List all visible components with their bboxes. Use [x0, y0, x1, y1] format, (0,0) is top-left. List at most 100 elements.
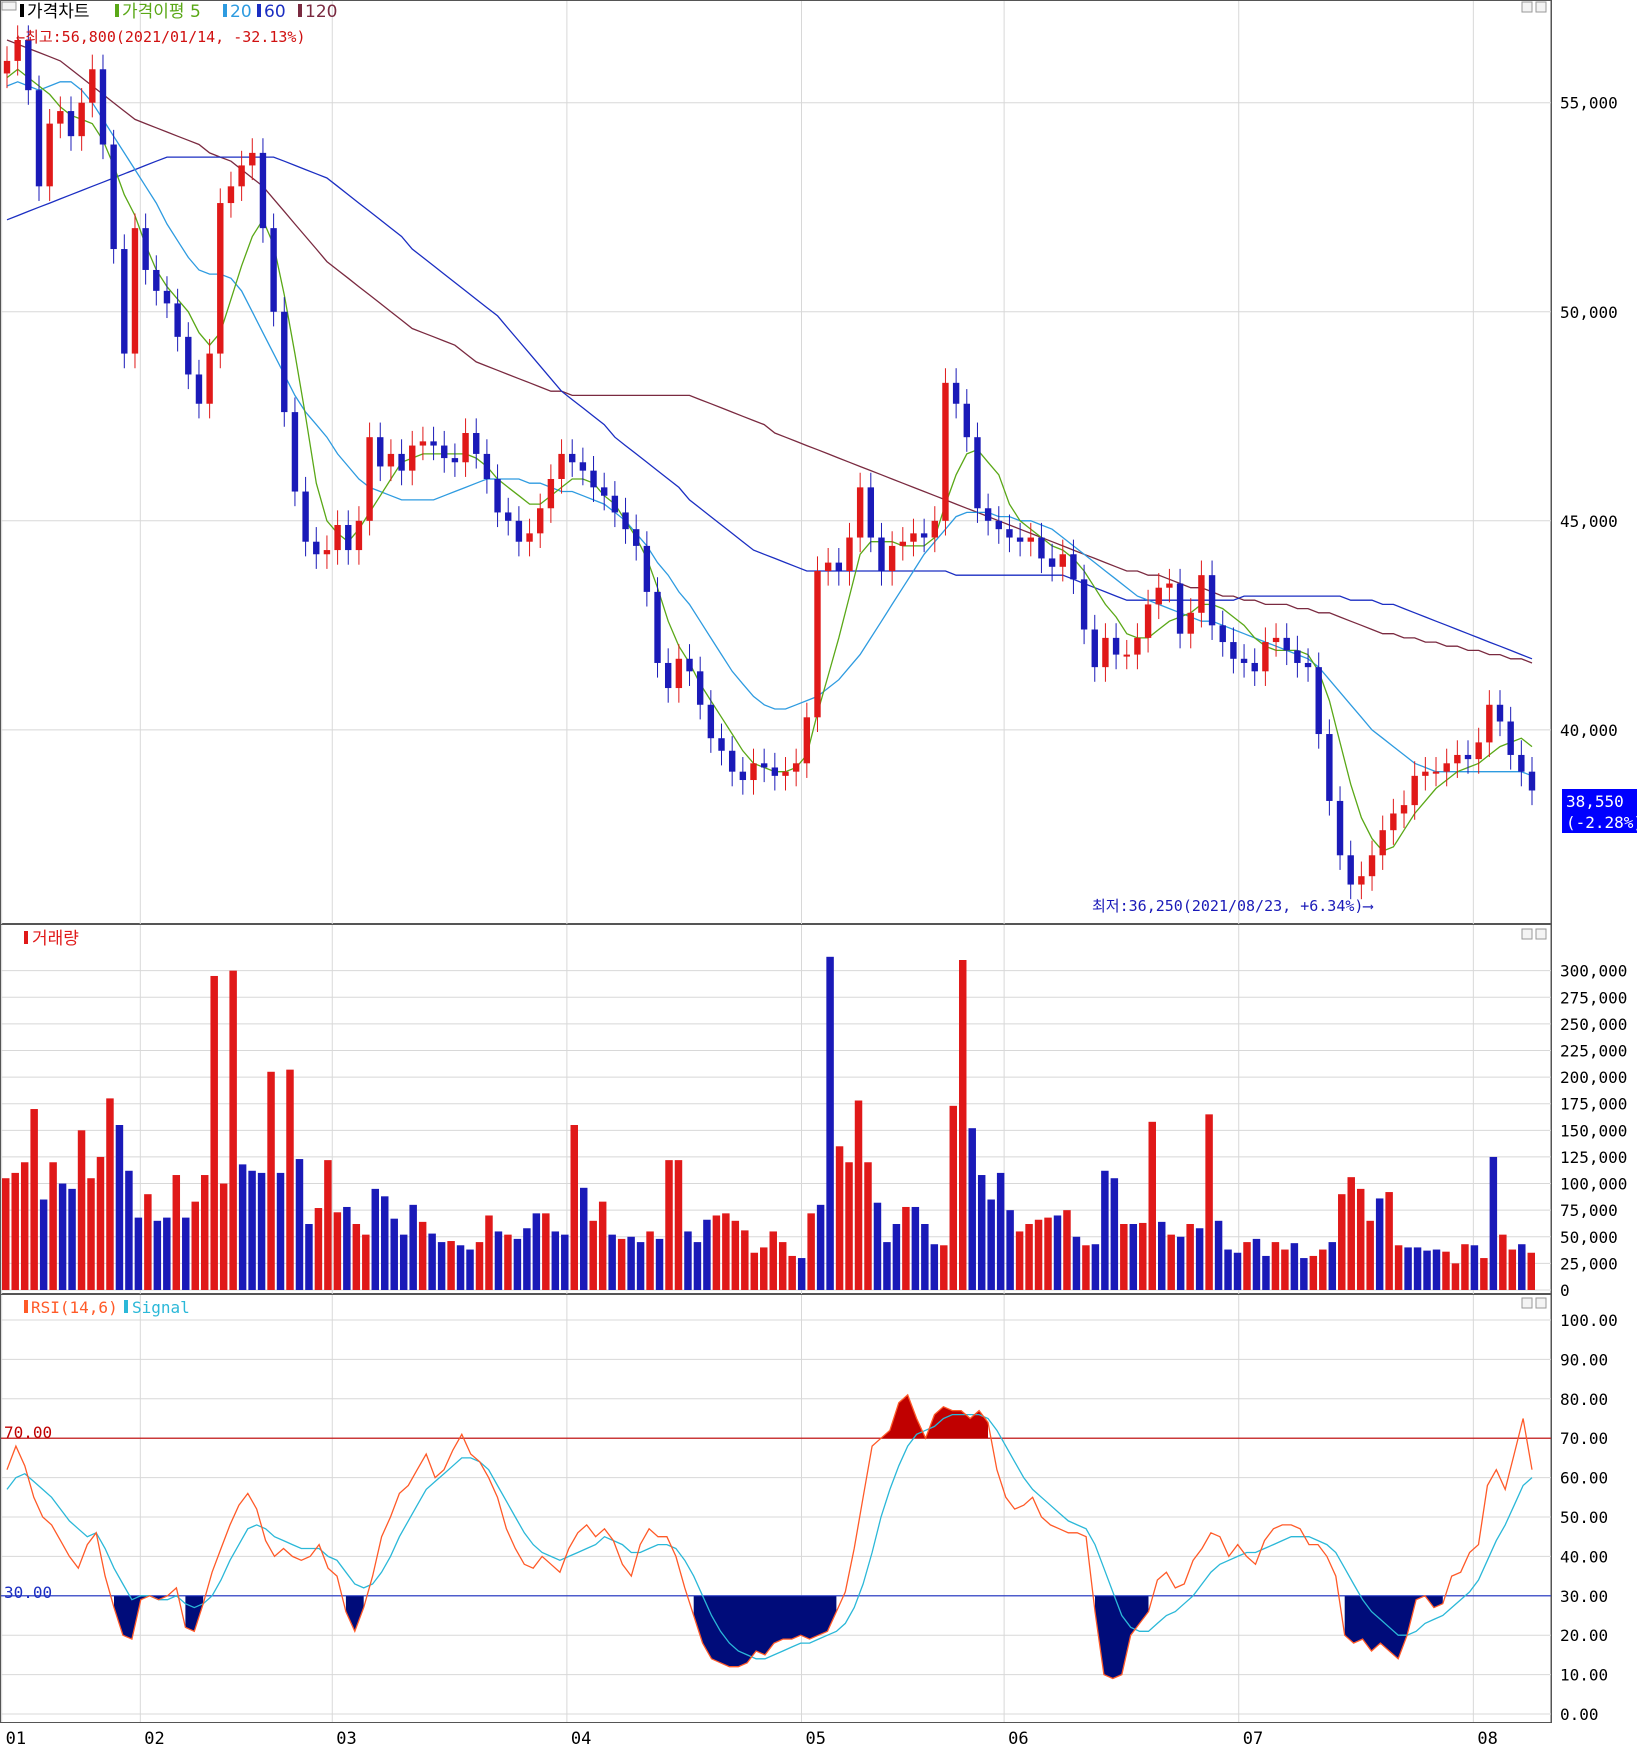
candle-body — [707, 704, 715, 739]
candle-body — [1358, 876, 1365, 885]
volume-y-tick-label: 225,000 — [1560, 1041, 1627, 1060]
volume-bar — [722, 1213, 730, 1290]
volume-bar — [1195, 1228, 1204, 1290]
volume-bar — [276, 1172, 285, 1290]
candle-body — [750, 763, 757, 781]
candle-body — [1454, 754, 1461, 764]
candle-body — [270, 228, 277, 312]
candle-body — [1155, 587, 1162, 605]
candle-body — [1432, 771, 1440, 774]
candle-body — [302, 491, 309, 542]
volume-bar — [39, 1199, 48, 1290]
volume-bar — [1328, 1242, 1337, 1290]
volume-bar — [1527, 1252, 1535, 1290]
candle-body — [931, 520, 938, 538]
volume-bar — [1072, 1236, 1081, 1290]
volume-bar — [1451, 1263, 1460, 1290]
rsi-oversold-area — [693, 1595, 837, 1667]
volume-bar — [930, 1244, 939, 1290]
candle-body — [153, 269, 160, 291]
candle-body — [238, 165, 245, 187]
legend-volume: 거래량 — [32, 929, 79, 949]
rsi-y-tick-label: 80.00 — [1560, 1390, 1608, 1409]
candle-body — [1464, 754, 1472, 760]
candle-body — [174, 303, 181, 337]
current-price-badge — [1562, 789, 1637, 833]
volume-panel-close-icon[interactable] — [1535, 928, 1547, 940]
candle-body — [249, 152, 256, 166]
volume-bar — [333, 1212, 342, 1290]
rsi-lines — [1, 1393, 1551, 1680]
price-y-tick-label: 45,000 — [1560, 512, 1618, 531]
volume-bar — [1252, 1238, 1261, 1290]
cyan-square-icon — [124, 1300, 128, 1313]
candle-body — [1475, 742, 1482, 760]
volume-bar — [589, 1220, 597, 1290]
volume-bar — [1186, 1224, 1194, 1290]
x-tick-label: 03 — [336, 1729, 356, 1749]
volume-bar — [1176, 1236, 1185, 1290]
volume-bar — [797, 1258, 806, 1290]
volume-bar — [1157, 1221, 1166, 1290]
candle-body — [195, 374, 203, 404]
volume-bar — [769, 1231, 777, 1290]
price-panel-maximize-icon[interactable] — [1521, 1, 1533, 13]
volume-bar — [257, 1172, 266, 1290]
volume-bar — [1366, 1220, 1374, 1290]
rsi-oversold-area — [185, 1595, 204, 1632]
candle-body — [1336, 800, 1344, 856]
volume-bar — [1461, 1244, 1469, 1290]
candle-body — [1070, 554, 1077, 580]
candle-body — [1528, 771, 1536, 791]
volume-bar — [826, 956, 834, 1290]
volume-bar — [1129, 1224, 1138, 1290]
volume-bar — [1309, 1255, 1318, 1290]
candle-body — [67, 111, 75, 137]
volume-y-tick-label: 175,000 — [1560, 1095, 1627, 1114]
volume-bar — [1385, 1192, 1393, 1290]
candle-body — [526, 533, 533, 542]
rsi-y-tick-label: 30.00 — [1560, 1587, 1608, 1606]
volume-bar — [561, 1234, 569, 1290]
price-panel-close-icon[interactable] — [1535, 1, 1547, 13]
volume-panel-maximize-icon[interactable] — [1521, 928, 1533, 940]
candle-body — [366, 437, 373, 521]
candle-body — [163, 290, 171, 304]
volume-bar — [1518, 1244, 1526, 1290]
volume-y-tick-label: 125,000 — [1560, 1148, 1627, 1167]
candle-body — [1283, 637, 1290, 651]
maroon-square-icon — [298, 4, 302, 17]
candle-body — [1400, 805, 1408, 814]
candle-body — [1123, 654, 1130, 657]
price-y-tick-label: 50,000 — [1560, 303, 1618, 322]
candle-body — [1219, 625, 1226, 643]
rsi-panel-maximize-icon[interactable] — [1521, 1297, 1533, 1309]
legend-signal: Signal — [132, 1298, 190, 1317]
volume-bar — [1442, 1251, 1450, 1290]
candle-body — [1080, 579, 1088, 630]
rsi-level-70-label: 70.00 — [4, 1423, 52, 1442]
volume-bar — [125, 1170, 133, 1290]
rsi-panel-close-icon[interactable] — [1535, 1297, 1547, 1309]
volume-bar — [1413, 1247, 1422, 1290]
candle-body — [643, 545, 651, 592]
volume-bar — [286, 1069, 294, 1290]
candle-body — [1411, 775, 1418, 806]
volume-bar — [134, 1217, 143, 1290]
candle-body — [46, 123, 53, 187]
price-y-tick-label: 40,000 — [1560, 721, 1618, 740]
corner-handle-icon[interactable] — [1, 1, 17, 11]
volume-bar — [1205, 1114, 1213, 1290]
volume-bar — [1091, 1244, 1100, 1290]
volume-bar — [153, 1220, 162, 1290]
rsi-y-tick-label: 90.00 — [1560, 1350, 1608, 1369]
volume-bar — [523, 1228, 531, 1290]
volume-bar — [873, 1202, 882, 1290]
black-square-icon — [20, 4, 24, 17]
volume-bar — [1101, 1170, 1109, 1290]
volume-bar — [1300, 1258, 1308, 1290]
volume-bar — [788, 1255, 796, 1290]
volume-bar — [778, 1242, 787, 1290]
candle-body — [345, 524, 352, 551]
ma20-line — [6, 81, 1533, 777]
